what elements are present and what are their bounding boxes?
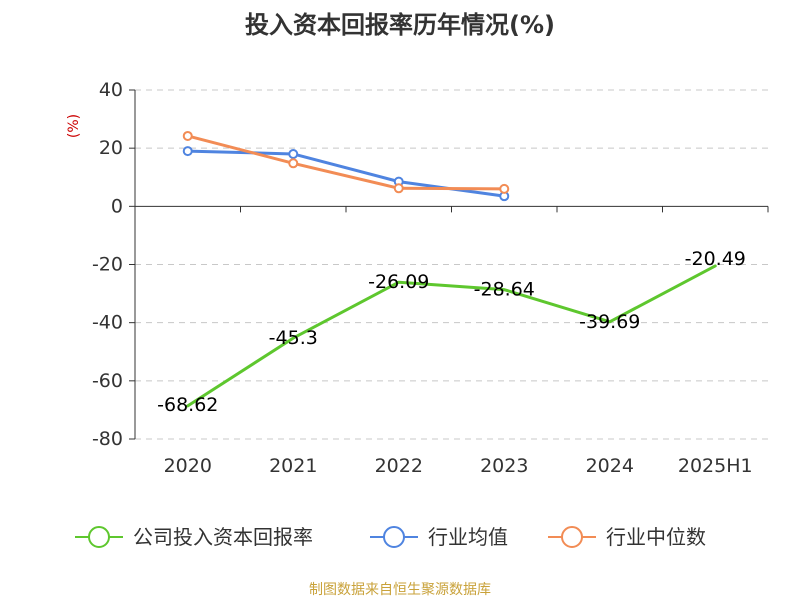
data-labels: -68.62 -45.3 -26.09 -28.64 -39.69 -20.49 [157, 248, 746, 416]
legend-label: 行业中位数 [606, 525, 706, 549]
series-0 [186, 264, 717, 408]
y-tick-label: -20 [92, 254, 123, 276]
x-tick-label: 2024 [586, 455, 634, 477]
y-tick-label: -60 [92, 370, 123, 392]
data-point [393, 183, 404, 194]
data-label: -39.69 [579, 311, 640, 333]
legend-item: 公司投入资本回报率 [75, 525, 313, 549]
series-line [186, 264, 717, 408]
legend: 公司投入资本回报率 行业均值 行业中位数 [75, 525, 706, 549]
y-tick-label: -40 [92, 312, 123, 334]
y-tick-label: 0 [111, 195, 123, 217]
x-tick-label: 2022 [375, 455, 423, 477]
legend-item: 行业均值 [370, 525, 508, 549]
y-tick-label: 20 [99, 137, 123, 159]
legend-label: 行业均值 [428, 525, 508, 549]
legend-marker [383, 526, 405, 548]
legend-item: 行业中位数 [548, 525, 706, 549]
data-label: -68.62 [157, 394, 218, 416]
x-tick-label: 2020 [164, 455, 212, 477]
data-point [182, 130, 193, 141]
data-label: -28.64 [474, 279, 535, 301]
source-note: 制图数据来自恒生聚源数据库 [309, 582, 491, 598]
y-tick-label: 40 [99, 79, 123, 101]
axes: 40 20 0 -20 -40 -60 -80 2020 2021 2022 2023 2024 202… [92, 79, 769, 477]
y-axis-label: (%) [66, 114, 82, 138]
series-1 [182, 146, 510, 202]
series-2 [182, 130, 510, 194]
x-tick-label: 2025H1 [678, 455, 753, 477]
data-label: -45.3 [269, 327, 318, 349]
data-label: -26.09 [368, 271, 429, 293]
series-lines [182, 130, 717, 408]
legend-marker [561, 526, 583, 548]
data-point [288, 158, 299, 169]
data-point [182, 146, 193, 157]
data-point [288, 148, 299, 159]
chart-title: 投入资本回报率历年情况(%) [245, 11, 555, 39]
series-line [186, 134, 506, 191]
gridlines [135, 89, 768, 440]
data-label: -20.49 [685, 248, 746, 270]
legend-label: 公司投入资本回报率 [133, 525, 313, 549]
y-tick-label: -80 [92, 428, 123, 450]
legend-marker [88, 526, 110, 548]
data-point [499, 183, 510, 194]
x-tick-label: 2023 [480, 455, 528, 477]
x-tick-label: 2021 [269, 455, 317, 477]
